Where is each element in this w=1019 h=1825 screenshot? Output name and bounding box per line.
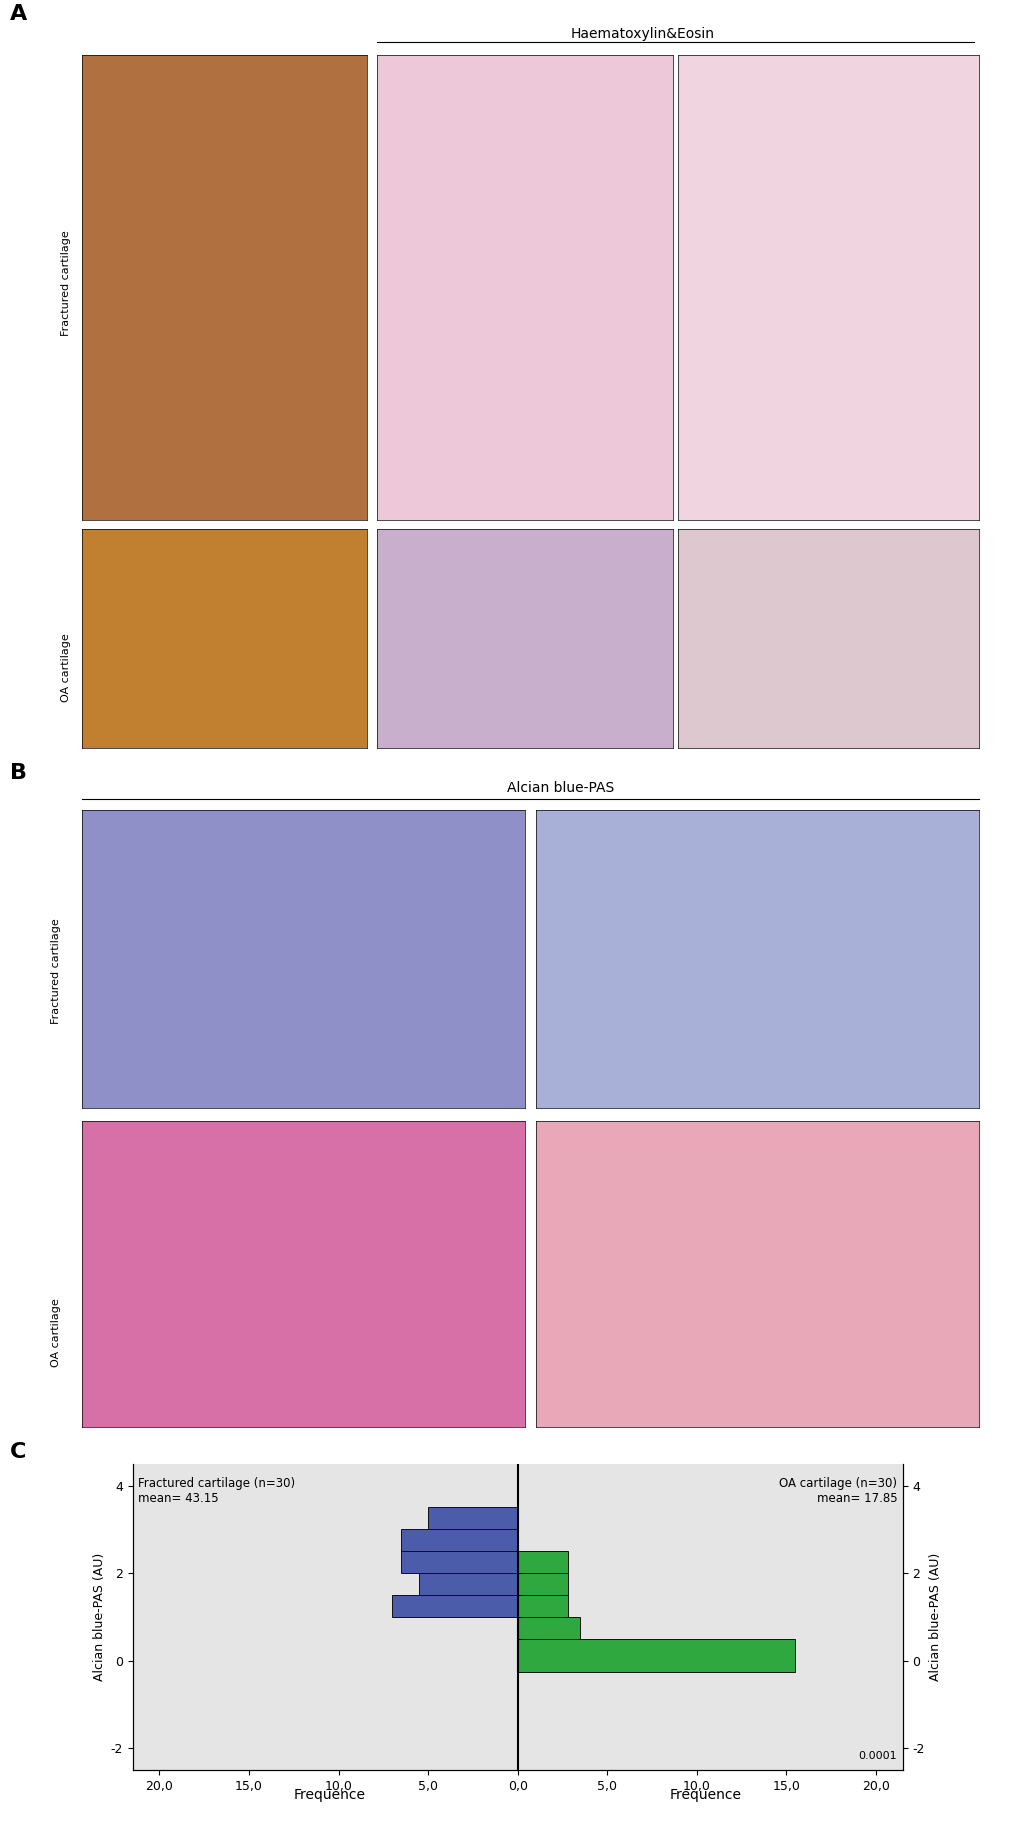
Bar	[400, 1551, 518, 1573]
Text: Fractured cartilage: Fractured cartilage	[51, 918, 61, 1024]
Text: OA cartilage: OA cartilage	[51, 1298, 61, 1367]
Text: Frequence: Frequence	[293, 1788, 365, 1801]
Text: A: A	[10, 4, 28, 24]
Text: Frequence: Frequence	[669, 1788, 741, 1801]
Bar	[428, 1507, 518, 1529]
Text: 0.0001: 0.0001	[858, 1752, 897, 1761]
Y-axis label: Alcian blue-PAS (AU): Alcian blue-PAS (AU)	[928, 1553, 941, 1681]
Bar	[518, 1551, 568, 1573]
Text: Fractured cartilage (n=30)
mean= 43.15: Fractured cartilage (n=30) mean= 43.15	[138, 1476, 294, 1506]
Y-axis label: Alcian blue-PAS (AU): Alcian blue-PAS (AU)	[94, 1553, 106, 1681]
Bar	[419, 1573, 518, 1595]
Text: B: B	[10, 763, 28, 783]
Bar	[518, 1573, 568, 1595]
Text: OA cartilage: OA cartilage	[61, 633, 71, 703]
Bar	[400, 1529, 518, 1551]
Bar	[392, 1595, 518, 1617]
Text: OA cartilage (n=30)
mean= 17.85: OA cartilage (n=30) mean= 17.85	[779, 1476, 897, 1506]
Text: Alcian blue-PAS: Alcian blue-PAS	[506, 781, 614, 796]
Text: Fractured cartilage: Fractured cartilage	[61, 230, 71, 336]
Bar	[518, 1617, 580, 1639]
Text: C: C	[10, 1442, 26, 1462]
Bar	[518, 1595, 568, 1617]
Bar	[518, 1639, 795, 1672]
Text: Haematoxylin&Eosin: Haematoxylin&Eosin	[570, 27, 714, 42]
